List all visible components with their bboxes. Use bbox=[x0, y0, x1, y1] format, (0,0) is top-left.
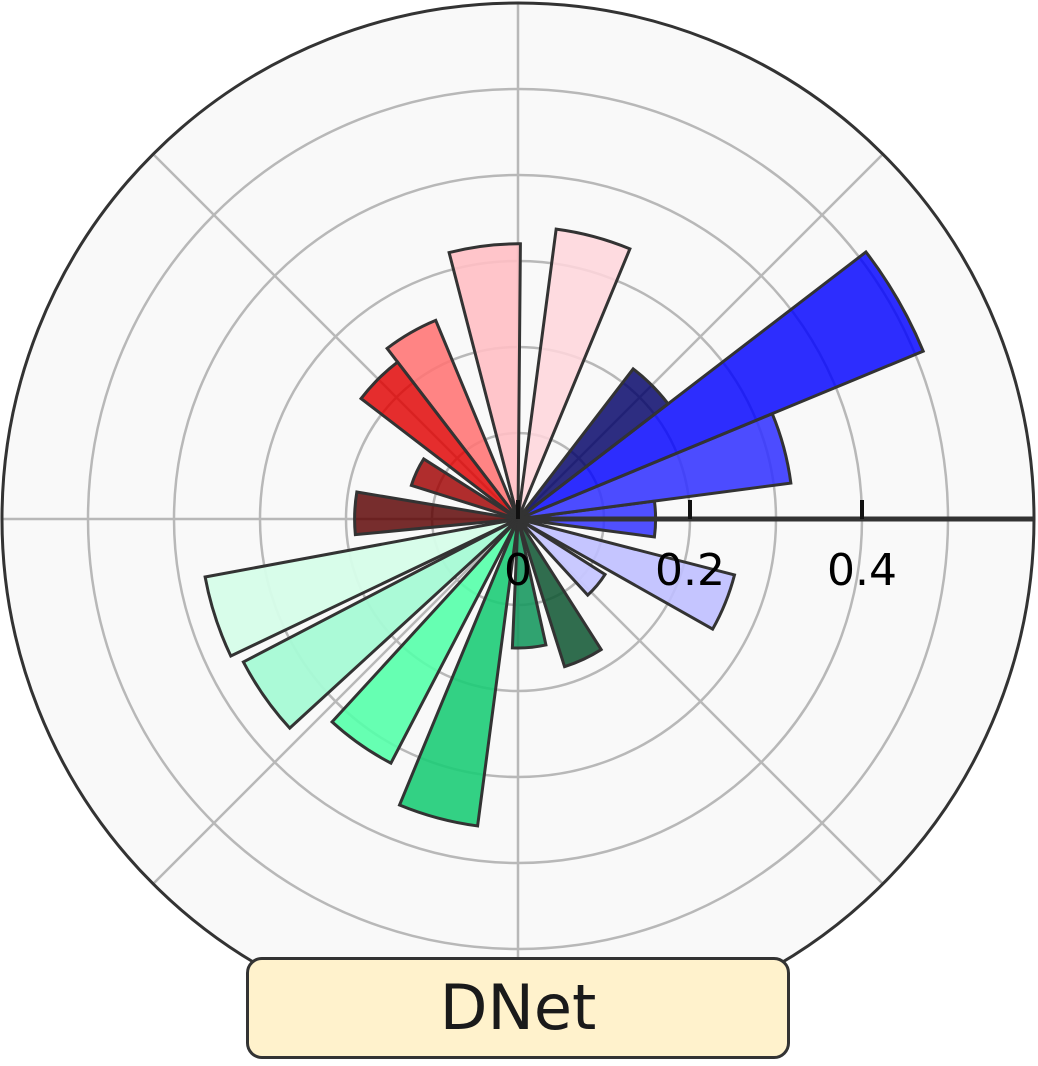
polar-bar-12 bbox=[329, 517, 520, 766]
tick-labels: 0 0.2 0.4 bbox=[504, 545, 897, 596]
polar-bar-16 bbox=[516, 517, 608, 598]
polar-bar-10 bbox=[203, 517, 519, 658]
bars bbox=[203, 227, 926, 828]
polar-bar-4 bbox=[516, 227, 632, 520]
radial-tick-label: 0.2 bbox=[655, 545, 725, 596]
polar-bar-6 bbox=[385, 318, 520, 520]
radial-tick-label: 0 bbox=[504, 545, 532, 596]
polar-bar-11 bbox=[241, 517, 520, 731]
polar-bar-2 bbox=[517, 249, 926, 521]
radial-tick-label: 0.4 bbox=[827, 545, 897, 596]
polar-bar-5 bbox=[447, 242, 522, 520]
polar-bar-17 bbox=[517, 517, 737, 632]
polar-bar-8 bbox=[409, 456, 519, 521]
polar-bar-14 bbox=[510, 518, 548, 650]
chart-title: DNet bbox=[439, 971, 597, 1044]
polar-bar-3 bbox=[516, 366, 671, 521]
polar-bar-13 bbox=[397, 518, 520, 828]
polar-bar-15 bbox=[516, 518, 604, 669]
radial-axis bbox=[516, 500, 1034, 522]
polar-bar-7 bbox=[358, 359, 520, 521]
grid-spoke bbox=[152, 518, 519, 885]
polar-bar-9 bbox=[353, 490, 519, 537]
chart-title-box: DNet bbox=[246, 957, 790, 1059]
